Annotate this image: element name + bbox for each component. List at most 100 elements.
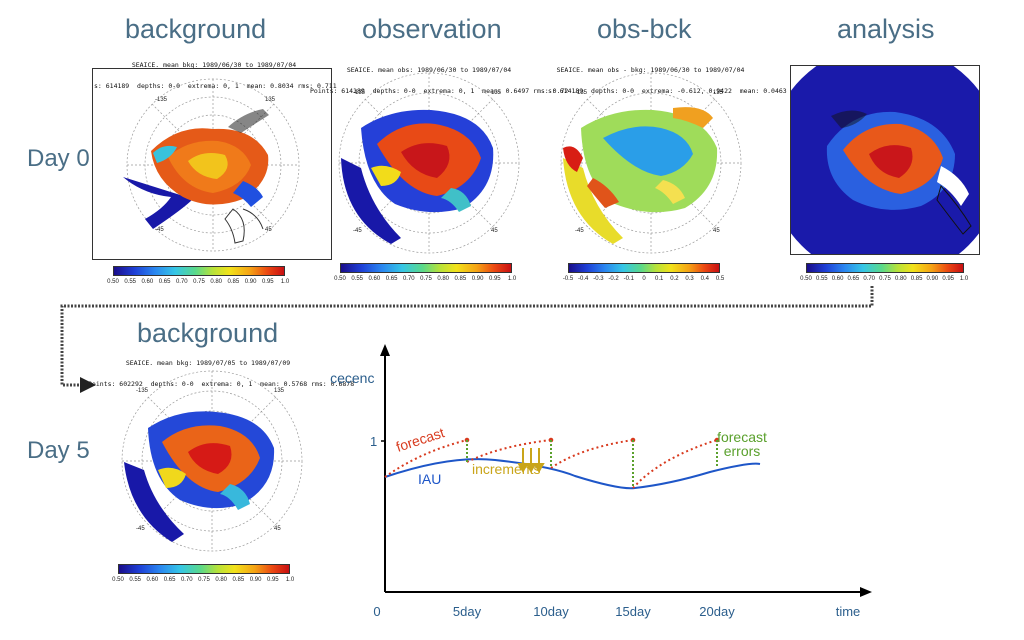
background-meta-line1: SEAICE. mean bkg: 1989/06/30 to 1989/07/… [131,61,297,69]
colorbar-tick-label: 1.0 [959,276,969,282]
y-axis-arrow [380,344,390,356]
obs-bck-polar-map [560,72,742,254]
observation-lon-label-m135: -135 [353,90,366,96]
colorbar-tick-label: 0.90 [249,577,262,583]
colorbar-tick-label: 0.90 [471,276,484,282]
colorbar-tick-label: 1.0 [280,279,290,285]
day5-background-map-panel: -135 135 -45 45 [112,366,312,556]
observation-lon-label-45: 45 [491,228,498,234]
x-tick-labels: 0 5day 10day 15day 20day time [373,604,860,619]
forecast-arcs [384,439,718,489]
colorbar-tick-label: 0.1 [655,276,664,282]
colorbar-tick-label: -0.5 [562,276,574,282]
iau-schematic: icecenc 1 0 5day 10day 15day 20day time … [330,344,872,619]
day5-lon-label-135: 135 [274,388,285,394]
observation-map-panel: -135 135 -45 45 [331,68,527,258]
background-map-panel: -135 135 -45 45 [92,68,332,260]
background-polar-map [123,78,300,252]
increment-arrows [517,448,545,474]
colorbar-tick-label: 0.65 [385,276,398,282]
observation-colorbar [340,263,512,273]
colorbar-tick-label: 0.5 [715,276,725,282]
obs-bck-lon-label-45: 45 [713,228,720,234]
x-axis-arrow [860,587,872,597]
obs-bck-map-panel: -135 135 -45 45 [553,68,749,258]
background-meta: SEAICE. mean bkg: 1989/06/30 to 1989/07/… [94,48,337,97]
day5-lon-label-45: 45 [274,526,281,532]
y-tick-1: 1 [370,434,377,449]
colorbar-tick-label: 0.70 [180,577,193,583]
title-analysis: analysis [837,14,935,44]
x-tick-20day: 20day [699,604,735,619]
colorbar-tick-label: 0.95 [488,276,501,282]
observation-meta-line1: SEAICE. mean obs: 1989/06/30 to 1989/07/… [346,66,512,74]
obs-bck-lon-label-135: 135 [713,90,724,96]
colorbar-tick-label: 0.50 [334,276,346,282]
title-obs-bck: obs-bck [597,14,692,44]
day5-label: Day 5 [27,437,90,464]
colorbar-tick-label: 0.65 [163,577,176,583]
colorbar-tick-label: 0.75 [193,279,205,285]
colorbar-tick-label: 1.0 [285,577,295,583]
colorbar-tick-label: 0.50 [800,276,812,282]
colorbar-tick-label: 0.80 [894,276,907,282]
forecast-end-dots [464,437,720,443]
colorbar-tick-label: 0.2 [670,276,679,282]
colorbar-tick-label: 0 [642,276,646,282]
day5-background-polar-map [121,370,303,552]
day5-lon-label-m45: -45 [136,526,145,532]
colorbar-tick-label: 0.55 [351,276,364,282]
colorbar-tick-label: 0.75 [879,276,891,282]
colorbar-tick-label: 0.55 [815,276,828,282]
forecast-errors-label-1: forecast [717,429,767,445]
forecast-arc-4 [632,439,718,489]
obs-bck-lon-label-m45: -45 [575,228,584,234]
colorbar-tick-label: 0.90 [926,276,939,282]
obs-bck-colorbar [568,263,720,273]
colorbar-tick-label: 0.3 [685,276,694,282]
colorbar-tick-label: 0.60 [141,279,154,285]
background-meta-line2: s: 614189 depths: 0-0 extrema: 0, 1 mean… [94,82,337,90]
forecast-errors-label-2: errors [724,443,761,459]
forecast-arc-3 [550,439,634,469]
colorbar-tick-label: 0.90 [244,279,257,285]
obs-bck-lon-label-m135: -135 [575,90,588,96]
colorbar-tick-label: -0.1 [623,276,634,282]
colorbar-tick-label: -0.2 [608,276,619,282]
observation-lon-label-m45: -45 [353,228,362,234]
x-tick-10day: 10day [533,604,569,619]
day5-colorbar [118,564,290,574]
colorbar-tick-label: 0.70 [402,276,415,282]
obs-bck-meta-line1: SEAICE. mean obs - bkg: 1989/06/30 to 19… [556,66,745,74]
background-lon-label-45: 45 [265,227,272,233]
colorbar-tick-label: -0.4 [578,276,589,282]
colorbar-tick-label: 0.55 [124,279,137,285]
forecast-label: forecast [394,424,446,455]
y-axis-label: icecenc [330,370,374,386]
day0-label: Day 0 [27,145,90,172]
colorbar-tick-label: 0.85 [454,276,467,282]
title-observation: observation [362,14,502,44]
analysis-polar-map [791,66,979,254]
x-axis-label: time [836,604,861,619]
colorbar-tick-label: 0.70 [175,279,188,285]
colorbar-tick-label: 0.55 [129,577,142,583]
x-tick-15day: 15day [615,604,651,619]
colorbar-tick-label: 0.75 [198,577,210,583]
analysis-colorbar [806,263,964,273]
x-tick-5day: 5day [453,604,482,619]
colorbar-tick-label: -0.3 [593,276,604,282]
colorbar-tick-label: 0.60 [831,276,844,282]
colorbar-tick-label: 0.75 [420,276,432,282]
background-lon-label-m135: -135 [155,97,168,103]
title-background-day5: background [137,318,279,348]
colorbar-tick-label: 0.65 [847,276,860,282]
background-colorbar [113,266,285,276]
colorbar-tick-label: 0.60 [368,276,381,282]
colorbar-tick-label: 0.50 [107,279,119,285]
colorbar-tick-label: 1.0 [507,276,517,282]
background-lon-label-135: 135 [265,97,276,103]
colorbar-tick-label: 0.80 [215,577,228,583]
observation-polar-map [338,72,520,254]
colorbar-tick-label: 0.95 [261,279,274,285]
